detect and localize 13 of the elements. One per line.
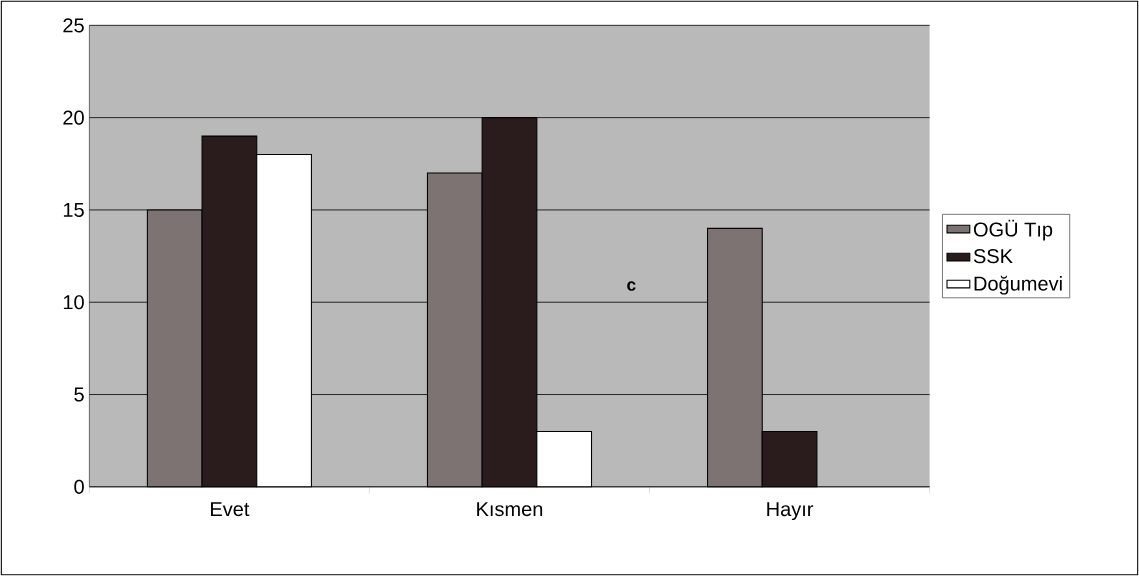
y-tick-label: 5 bbox=[74, 387, 84, 402]
legend-label: OGÜ Tıp bbox=[973, 219, 1053, 241]
legend-label: SSK bbox=[973, 249, 1013, 264]
annotation: c bbox=[627, 281, 636, 291]
x-tick-label: Evet bbox=[211, 502, 250, 517]
legend-label: Doğumevi bbox=[974, 275, 1062, 295]
y-tick-label: 15 bbox=[63, 202, 84, 217]
x-tick-label: Kısmen bbox=[477, 502, 543, 517]
x-tick-label: Hayır bbox=[767, 502, 814, 521]
y-tick-label: 0 bbox=[74, 479, 84, 494]
y-tick-label: 20 bbox=[63, 110, 84, 125]
y-tick-label: 25 bbox=[63, 18, 84, 33]
y-tick-label: 10 bbox=[63, 295, 84, 310]
